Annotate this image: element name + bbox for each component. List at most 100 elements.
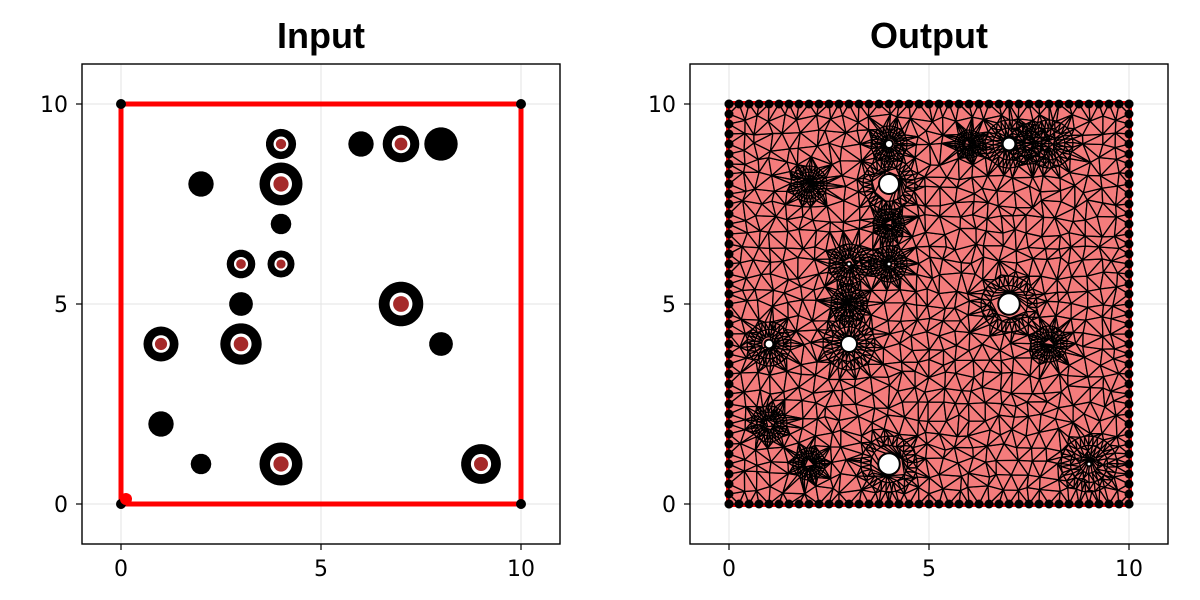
mesh-triangle xyxy=(888,125,894,133)
mesh-vertex xyxy=(724,499,734,509)
mesh-triangle xyxy=(1110,372,1130,393)
mesh-triangle xyxy=(814,177,822,183)
mesh-vertex xyxy=(774,499,784,509)
mesh-triangle xyxy=(897,129,904,137)
mesh-boundary-vertices xyxy=(724,99,1134,509)
mesh-triangle xyxy=(802,165,807,174)
mesh-triangle xyxy=(750,426,759,433)
mesh-triangle xyxy=(1054,353,1061,361)
mesh-triangle xyxy=(1024,142,1034,147)
mesh-triangle xyxy=(1051,354,1058,362)
mesh-triangle xyxy=(828,255,838,260)
mesh-triangle xyxy=(851,285,856,291)
mesh-triangle xyxy=(1068,436,1076,444)
mesh-triangle xyxy=(834,273,842,281)
mesh-triangle xyxy=(807,473,811,481)
mesh-triangle xyxy=(873,224,880,230)
mesh-triangle xyxy=(986,150,996,159)
mesh-triangle xyxy=(873,222,880,227)
mesh-triangle xyxy=(905,186,916,192)
mesh-triangle xyxy=(957,132,962,136)
mesh-triangle xyxy=(836,287,844,295)
mesh-triangle xyxy=(875,249,883,256)
mesh-triangle xyxy=(815,167,821,176)
mesh-triangle xyxy=(911,190,918,206)
mesh-triangle xyxy=(1020,317,1030,328)
mesh-triangle xyxy=(861,323,870,333)
hole-marker xyxy=(273,176,289,192)
mesh-vertex xyxy=(724,459,734,469)
mesh-triangle xyxy=(818,465,826,470)
mesh-vertex xyxy=(724,439,734,449)
mesh-triangle xyxy=(867,194,877,204)
mesh-triangle xyxy=(1004,119,1011,129)
mesh-triangle xyxy=(906,262,920,267)
mesh-triangle xyxy=(1054,326,1059,332)
input-ytick-label: 0 xyxy=(54,493,68,518)
mesh-vertex xyxy=(784,499,794,509)
input-plot-area xyxy=(116,99,526,509)
mesh-triangle xyxy=(791,186,799,193)
mesh-triangle xyxy=(777,409,784,417)
mesh-triangle xyxy=(1044,355,1048,363)
mesh-triangle xyxy=(833,248,842,255)
mesh-triangle xyxy=(845,364,853,371)
mesh-triangle xyxy=(892,481,902,492)
mesh-triangle xyxy=(817,169,824,177)
mesh-triangle xyxy=(1073,478,1079,490)
mesh-triangle xyxy=(831,250,839,257)
mesh-triangle xyxy=(820,194,828,207)
boundary-start-marker xyxy=(120,493,132,505)
mesh-triangle xyxy=(900,265,908,270)
mesh-triangle xyxy=(755,358,761,365)
mesh-triangle xyxy=(955,136,962,141)
mesh-vertex xyxy=(1124,449,1134,459)
mesh-triangle xyxy=(914,453,927,460)
mesh-triangle xyxy=(886,473,906,479)
mesh-triangle xyxy=(887,435,895,447)
mesh-triangle xyxy=(1016,155,1021,163)
mesh-triangle xyxy=(757,436,763,442)
mesh-triangle xyxy=(997,129,1007,138)
mesh-triangle xyxy=(784,328,797,334)
mesh-triangle xyxy=(1114,185,1130,206)
mesh-triangle xyxy=(800,467,807,474)
mesh-vertex xyxy=(794,499,804,509)
mesh-triangle xyxy=(895,230,902,237)
mesh-triangle xyxy=(844,250,850,259)
mesh-vertex xyxy=(734,99,744,109)
mesh-triangle xyxy=(1004,275,1009,287)
mesh-triangle xyxy=(1074,436,1082,448)
mesh-triangle xyxy=(1062,472,1074,482)
mesh-triangle xyxy=(898,217,905,223)
mesh-triangle xyxy=(902,445,914,453)
mesh-triangle xyxy=(1057,331,1066,337)
mesh-triangle xyxy=(903,134,919,139)
mesh-triangle xyxy=(1018,122,1024,128)
mesh-triangle xyxy=(859,365,872,378)
mesh-triangle xyxy=(873,219,880,225)
mesh-triangle xyxy=(792,461,799,467)
mesh-triangle xyxy=(793,191,801,198)
mesh-triangle xyxy=(893,246,899,254)
mesh-triangle xyxy=(1046,355,1052,363)
mesh-triangle xyxy=(828,262,831,268)
mesh-triangle xyxy=(862,353,873,360)
mesh-triangle xyxy=(1012,150,1020,157)
mesh-triangle xyxy=(799,475,803,480)
mesh-triangle xyxy=(839,326,847,336)
mesh-triangle xyxy=(982,288,987,295)
mesh-triangle xyxy=(1054,148,1065,154)
mesh-vertex xyxy=(1124,459,1134,469)
mesh-triangle xyxy=(845,351,852,362)
mesh-triangle xyxy=(860,442,867,455)
mesh-triangle xyxy=(862,186,873,193)
mesh-triangle xyxy=(851,228,860,246)
mesh-triangle xyxy=(881,245,888,253)
mesh-triangle xyxy=(992,318,999,331)
mesh-triangle xyxy=(1038,156,1044,161)
mesh-triangle xyxy=(875,213,882,219)
mesh-triangle xyxy=(1034,328,1041,334)
mesh-triangle xyxy=(794,168,802,176)
mesh-triangle xyxy=(1075,480,1083,492)
